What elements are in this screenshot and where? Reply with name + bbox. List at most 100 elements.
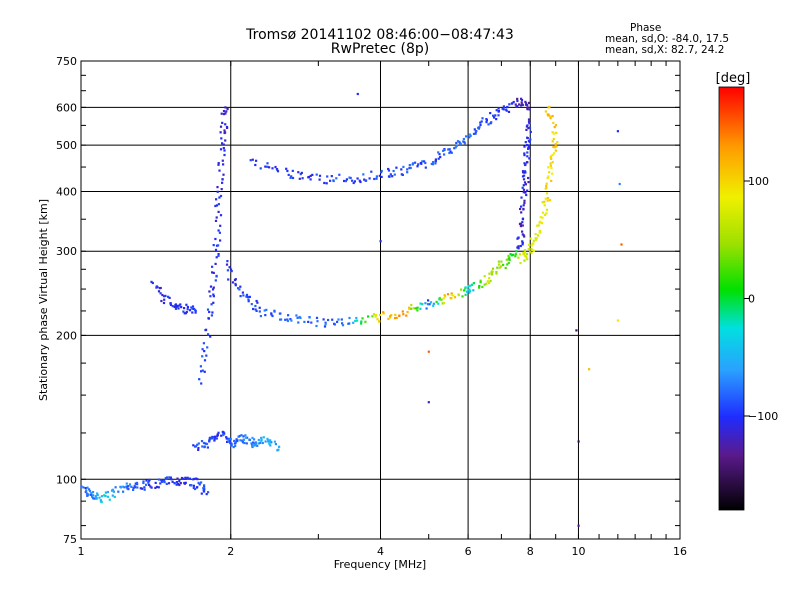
data-point [330,175,333,178]
data-point [425,307,428,310]
data-point [233,439,236,442]
colorbar-tick-label: 100 [748,175,769,188]
data-point [248,438,252,441]
data-point [214,219,218,222]
data-point [378,174,381,177]
data-point [468,136,471,139]
data-point [510,102,513,105]
data-point [424,166,427,169]
data-point [408,307,411,310]
data-point [214,204,217,208]
data-point [86,494,89,497]
data-point [344,180,347,183]
data-point [221,178,224,181]
data-point [524,163,527,166]
data-point [416,309,419,312]
data-point [218,169,221,172]
data-point [150,486,153,489]
data-point [170,478,173,481]
data-point [479,123,482,127]
data-point [205,328,208,331]
data-point [508,103,511,106]
data-point [186,308,189,311]
data-point [554,124,557,127]
data-point [512,253,515,256]
data-point [192,486,195,490]
data-point [197,448,200,451]
data-point [219,194,223,198]
data-point [96,492,99,495]
data-point [504,266,507,270]
data-point [545,212,548,215]
data-point [183,481,186,485]
data-point [483,275,486,278]
data-point [517,256,520,259]
data-point [491,267,495,270]
data-point [379,240,382,243]
data-point [522,251,525,254]
data-point [512,100,515,104]
data-point [432,302,435,305]
data-point [438,296,441,300]
data-point [212,295,215,298]
data-point [220,188,223,191]
data-point [84,487,87,490]
data-point [394,313,397,316]
data-point [497,107,500,110]
x-tick-label: 16 [673,545,687,558]
data-point [307,176,310,179]
data-point [155,286,158,289]
data-point [519,222,522,225]
data-point [437,302,440,305]
data-point [88,490,92,493]
data-point [215,216,218,219]
data-point [432,161,435,164]
data-point [515,250,518,253]
data-point [550,157,553,160]
data-point [508,256,511,259]
data-point [514,255,517,258]
data-point [233,278,237,282]
data-point [269,439,272,442]
data-point [479,281,482,284]
data-point [201,369,204,372]
data-point [225,437,228,440]
data-point [220,137,223,140]
data-point [182,310,185,313]
data-point [389,315,392,318]
data-point [245,295,248,298]
data-point [162,301,166,305]
data-point [529,130,532,133]
phase-mean-o: mean, sd,O: -84.0, 17.5 [605,33,730,45]
data-point [205,493,208,496]
data-point [424,302,427,305]
data-point [401,310,404,313]
data-point [160,299,163,303]
data-point [527,247,530,251]
data-point [230,444,233,447]
data-point [194,311,197,314]
data-point [218,231,221,234]
data-point [530,252,533,255]
data-point [616,319,619,322]
data-point [86,486,89,489]
data-point [103,494,106,497]
data-point [523,249,527,252]
data-point [375,177,378,180]
data-point [147,480,151,483]
data-point [309,174,312,177]
data-point [175,483,178,486]
data-point [525,257,528,260]
data-point [546,176,549,180]
data-point [452,294,455,297]
data-point [448,148,451,151]
data-point [274,165,277,169]
data-point [547,175,550,178]
data-point [242,435,245,438]
data-point [364,320,367,323]
data-point [207,491,210,494]
data-point [214,262,217,265]
data-point [392,169,395,173]
data-point [201,355,204,358]
